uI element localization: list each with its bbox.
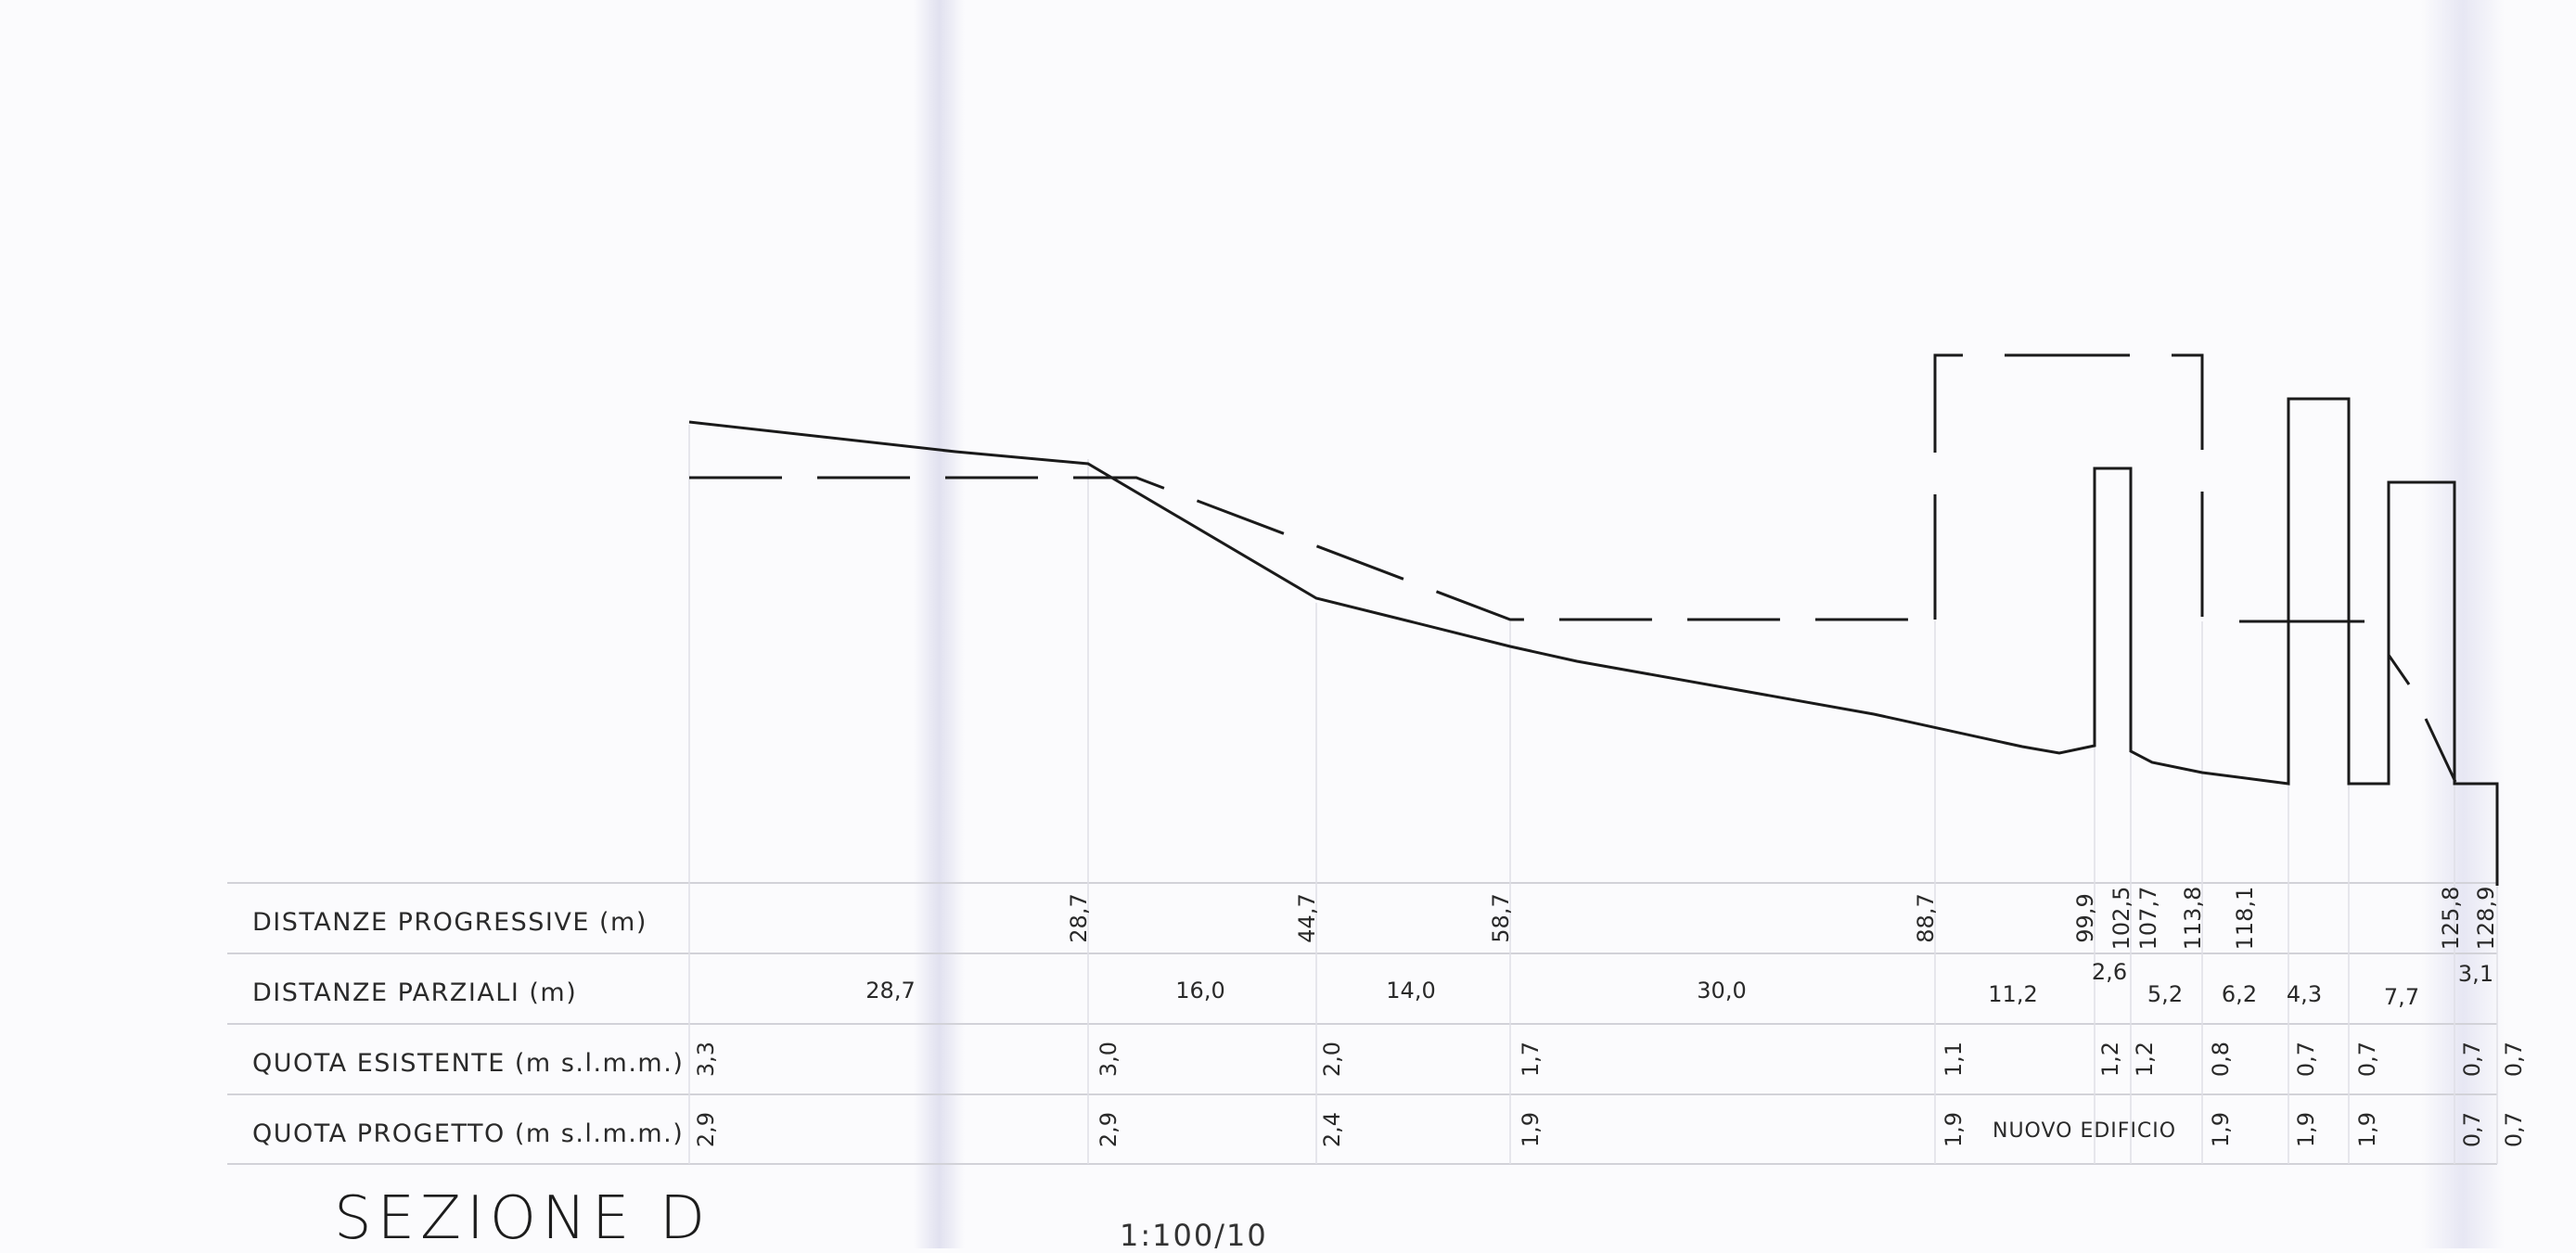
table-cell-progressive: 107,7 <box>2135 886 2161 951</box>
table-cell-progressive: 125,8 <box>2438 886 2464 951</box>
table-cell-existing: 0,7 <box>2293 1041 2319 1078</box>
table-cell-existing: 3,0 <box>1096 1041 1121 1078</box>
new-building-note: NUOVO EDIFICIO <box>1993 1119 2177 1143</box>
table-cell-partial: 16,0 <box>1175 978 1225 1004</box>
table-cell-existing: 0,8 <box>2208 1041 2234 1078</box>
table-cell-existing: 0,7 <box>2459 1041 2485 1078</box>
table-cell-progressive: 58,7 <box>1488 893 1514 943</box>
table-cell-project: 1,9 <box>2208 1111 2234 1148</box>
row-label-project-elevation: QUOTA PROGETTO (m s.l.m.m.) <box>252 1119 685 1148</box>
project-line <box>689 476 1935 621</box>
table-cell-existing: 1,1 <box>1941 1041 1967 1078</box>
station-gridlines <box>688 425 2498 1164</box>
table-cell-progressive: 44,7 <box>1294 893 1320 943</box>
table-cell-partial: 4,3 <box>2286 981 2323 1007</box>
existing-ground-line <box>688 397 2499 886</box>
table-cell-progressive: 88,7 <box>1913 893 1939 943</box>
table-cell-project: 0,7 <box>2501 1111 2527 1148</box>
table-cell-partial: 30,0 <box>1697 978 1747 1004</box>
table-cell-project: 1,9 <box>2293 1111 2319 1148</box>
table-cell-existing: 1,2 <box>2097 1041 2123 1078</box>
table-cell-project: 2,9 <box>693 1111 719 1148</box>
table-cell-partial: 11,2 <box>1988 981 2038 1007</box>
table-cell-progressive: 113,8 <box>2180 886 2206 951</box>
project-line-end <box>2424 718 2457 783</box>
table-cell-existing: 1,7 <box>1518 1041 1544 1078</box>
table-cell-project: 1,9 <box>2354 1111 2380 1148</box>
table-cell-partial: 5,2 <box>2147 981 2184 1007</box>
table-cell-project: 2,4 <box>1319 1111 1345 1148</box>
table-cell-progressive: 99,9 <box>2072 893 2098 943</box>
table-cell-project: 2,9 <box>1096 1111 1121 1148</box>
table-cell-partial: 14,0 <box>1386 978 1436 1004</box>
row-label-existing-elevation: QUOTA ESISTENTE (m s.l.m.m.) <box>252 1049 685 1078</box>
table-cell-existing: 0,7 <box>2354 1041 2380 1078</box>
new-building-outline <box>1933 353 2411 685</box>
table-cell-existing: 3,3 <box>693 1041 719 1078</box>
table-cell-existing: 1,2 <box>2132 1041 2158 1078</box>
row-label-partial-distances: DISTANZE PARZIALI (m) <box>252 978 578 1007</box>
table-cell-progressive: 118,1 <box>2232 886 2258 951</box>
table-cell-existing: 2,0 <box>1319 1041 1345 1078</box>
table-cell-progressive: 128,9 <box>2473 886 2499 951</box>
table-cell-progressive: 102,5 <box>2108 886 2134 951</box>
section-title: SEZIONE D <box>334 1184 711 1253</box>
row-label-progressive-distances: DISTANZE PROGRESSIVE (m) <box>252 908 647 937</box>
table-cell-progressive: 28,7 <box>1066 893 1092 943</box>
table-cell-project: 1,9 <box>1518 1111 1544 1148</box>
table-cell-partial: 28,7 <box>865 978 916 1004</box>
table-cell-partial: 7,7 <box>2383 984 2420 1010</box>
table-cell-partial: 2,6 <box>2091 959 2128 985</box>
table-cell-project: 1,9 <box>1941 1111 1967 1148</box>
table-cell-project: 0,7 <box>2459 1111 2485 1148</box>
table-cell-partial: 6,2 <box>2221 981 2258 1007</box>
table-cell-existing: 0,7 <box>2501 1041 2527 1078</box>
table-cell-partial: 3,1 <box>2457 961 2494 987</box>
scale-label: 1:100/10 <box>1120 1218 1268 1253</box>
data-table-grid <box>227 882 2497 1165</box>
